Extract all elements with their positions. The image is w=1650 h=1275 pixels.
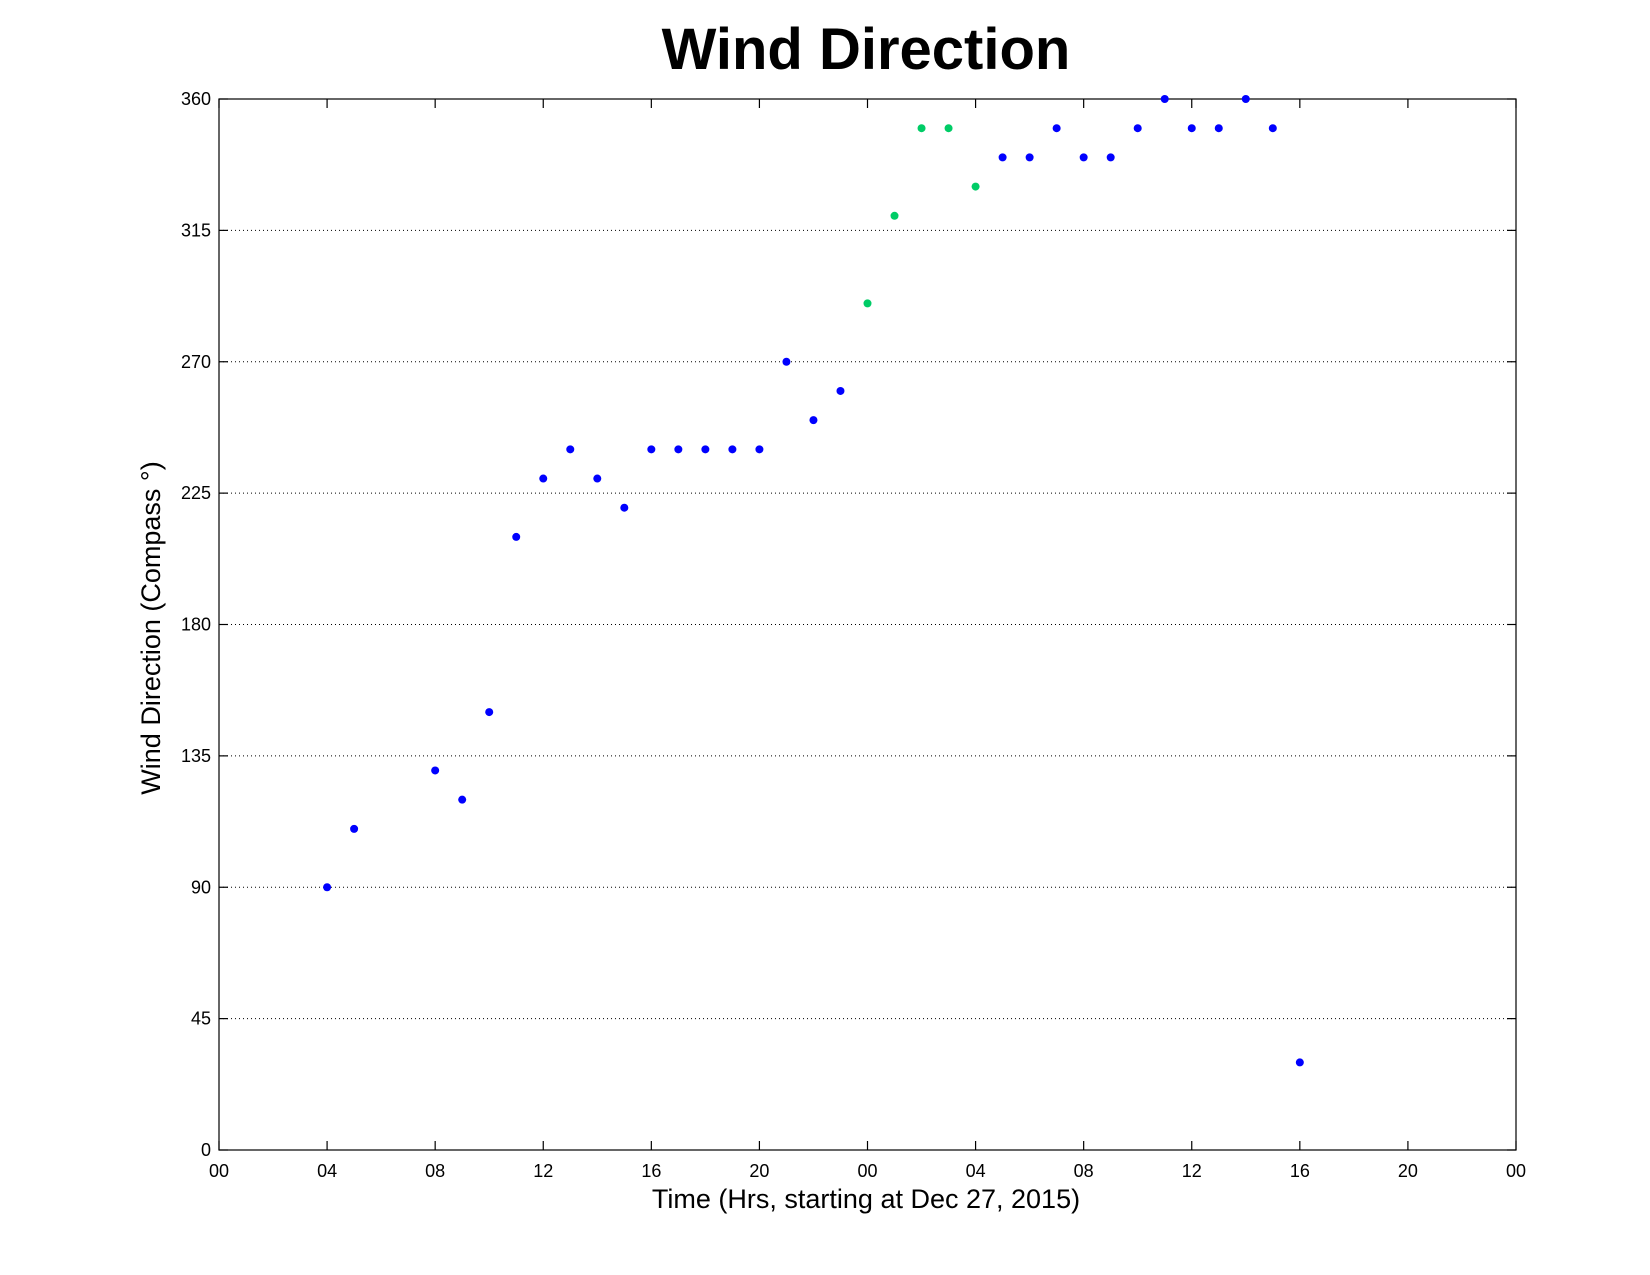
x-tick-label: 00 [209,1161,229,1181]
x-tick-label: 04 [317,1161,337,1181]
x-tick-label: 04 [966,1161,986,1181]
data-point [539,474,548,483]
data-point [1160,95,1169,103]
data-point [1106,153,1115,162]
data-point [701,445,710,454]
data-point [350,824,359,833]
data-point [836,386,845,395]
x-tick-label: 20 [749,1161,769,1181]
y-tick-label: 225 [181,483,211,503]
x-tick-label: 12 [533,1161,553,1181]
data-point [647,445,656,454]
data-point [1295,1058,1304,1067]
data-points [323,95,1304,1067]
y-tick-label: 270 [181,352,211,372]
grid-lines [219,98,1516,1151]
x-tick-label: 12 [1182,1161,1202,1181]
y-tick-label: 90 [191,877,211,897]
data-point [566,445,575,454]
y-tick-label: 45 [191,1009,211,1029]
data-point [1052,124,1061,133]
data-point [485,708,494,717]
data-point [782,357,791,366]
data-point [890,211,899,220]
y-tick-label: 180 [181,615,211,635]
x-tick-label: 00 [1506,1161,1526,1181]
y-tick-label: 0 [201,1140,211,1160]
y-tick-label: 360 [181,89,211,109]
data-point [728,445,737,454]
x-tick-label: 08 [1074,1161,1094,1181]
data-point [593,474,602,483]
y-tick-label: 135 [181,746,211,766]
axis-ticks [218,98,1517,1151]
data-point [944,124,953,133]
data-point [1025,153,1034,162]
y-axis-label: Wind Direction (Compass °) [136,461,166,794]
data-point [809,416,818,425]
data-point [458,795,467,804]
data-point [512,532,521,541]
data-point [755,445,764,454]
data-point [998,153,1007,162]
data-point [323,883,332,892]
data-point [1133,124,1142,133]
x-tick-label: 08 [425,1161,445,1181]
x-tick-label: 00 [857,1161,877,1181]
x-tick-labels: 00 04 08 12 16 20 00 04 08 12 16 20 00 [209,1161,1526,1181]
data-point [1268,124,1277,133]
data-point [1214,124,1223,133]
data-point [620,503,629,512]
data-point [1079,153,1088,162]
x-axis-label: Time (Hrs, starting at Dec 27, 2015) [652,1184,1080,1214]
y-tick-labels: 0 45 90 135 180 225 270 315 360 [181,89,211,1160]
x-tick-label: 16 [1290,1161,1310,1181]
data-point [863,299,872,308]
data-point [1241,95,1250,103]
data-point [971,182,980,191]
data-point [674,445,683,454]
x-tick-label: 20 [1398,1161,1418,1181]
y-tick-label: 315 [181,220,211,240]
x-tick-label: 16 [641,1161,661,1181]
data-point [1187,124,1196,133]
data-point [917,124,926,133]
data-point [431,766,440,775]
chart-title: Wind Direction [662,17,1071,82]
